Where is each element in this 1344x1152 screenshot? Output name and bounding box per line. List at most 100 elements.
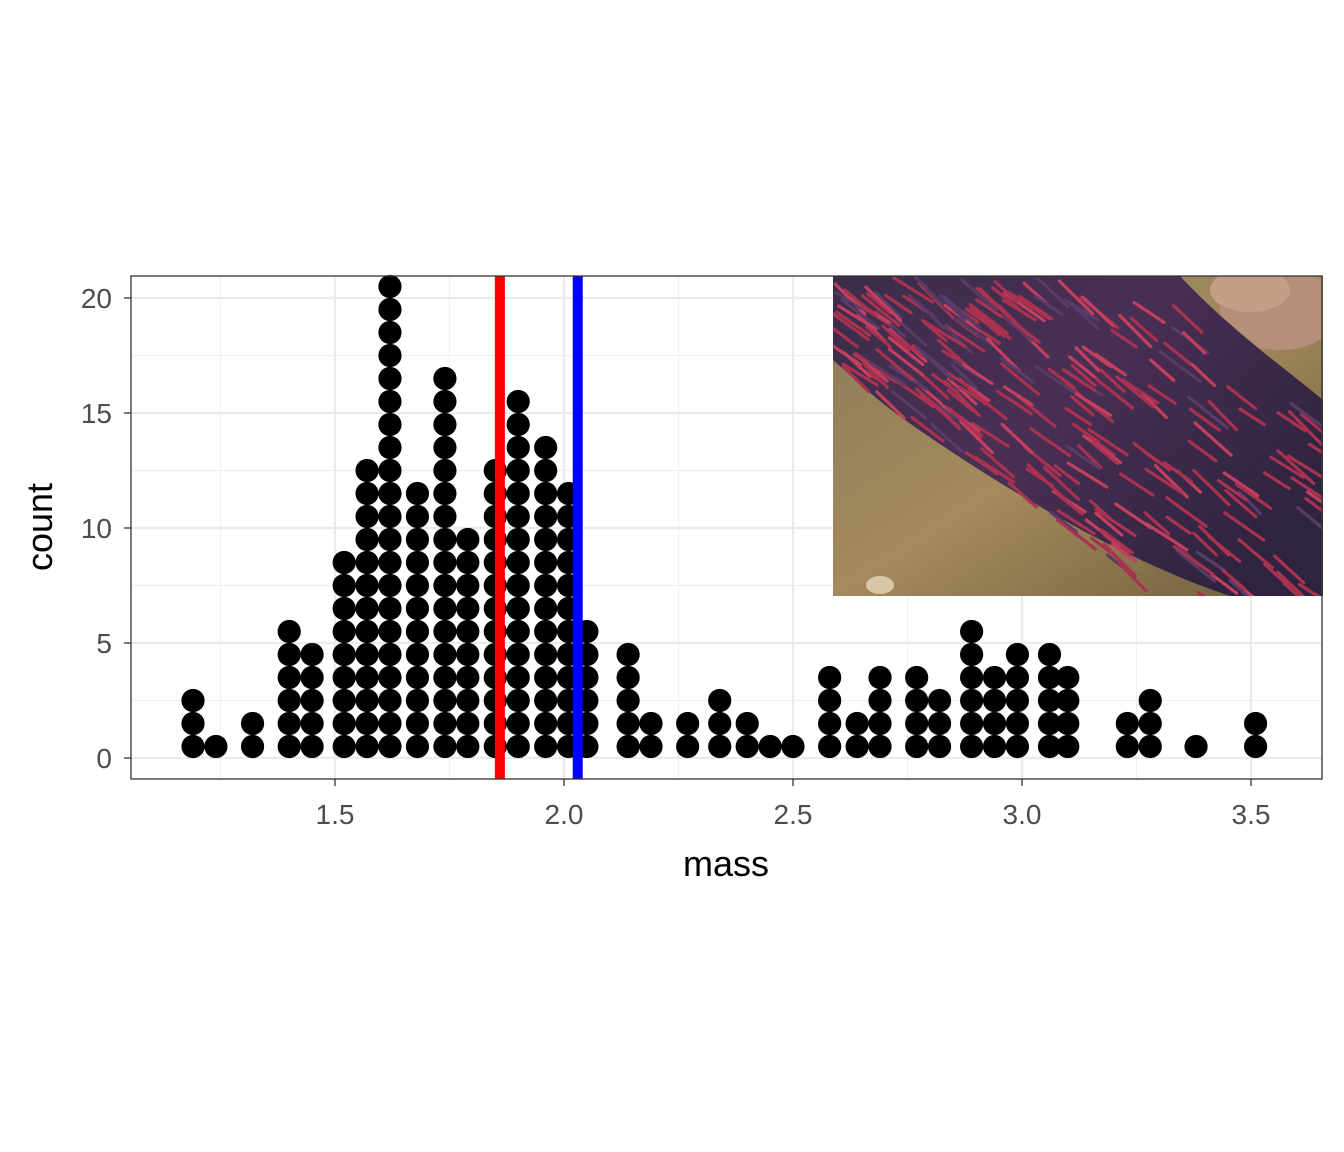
dot <box>1056 688 1080 713</box>
salmon <box>1042 465 1081 501</box>
dot <box>405 573 430 598</box>
dot <box>355 711 379 736</box>
salmon <box>1049 510 1078 534</box>
dot <box>456 527 480 552</box>
salmon <box>859 357 889 383</box>
dot <box>433 573 457 598</box>
salmon <box>1091 441 1120 466</box>
dot <box>378 435 402 460</box>
dot <box>506 504 530 529</box>
dot <box>927 688 952 713</box>
dot <box>1056 734 1080 759</box>
salmon <box>1118 472 1155 497</box>
dot <box>1115 711 1139 736</box>
y-tick-label: 20 <box>81 283 112 314</box>
salmon <box>861 294 901 327</box>
dot <box>332 573 356 598</box>
salmon <box>935 404 965 425</box>
dot <box>181 711 205 736</box>
dot <box>405 642 430 667</box>
salmon <box>1132 441 1159 463</box>
salmon <box>1110 542 1137 563</box>
dot <box>1005 642 1030 667</box>
dot <box>868 688 892 713</box>
salmon <box>1094 511 1124 537</box>
salmon <box>959 419 994 455</box>
dot <box>405 596 430 621</box>
dot <box>456 596 480 621</box>
dot <box>708 688 732 713</box>
salmon <box>833 327 859 349</box>
dot <box>676 711 700 736</box>
salmon <box>1000 362 1040 396</box>
salmon <box>1269 455 1306 479</box>
dot <box>982 711 1007 736</box>
dot <box>378 297 402 322</box>
dot <box>534 734 558 759</box>
reference-lines <box>494 276 583 779</box>
salmon <box>1066 461 1109 489</box>
dot <box>277 734 301 759</box>
salmon <box>1143 511 1171 536</box>
salmon <box>867 359 907 387</box>
salmon <box>1304 496 1323 514</box>
dot <box>1005 665 1030 690</box>
salmon <box>1297 582 1321 596</box>
dot <box>456 573 480 598</box>
dot <box>405 619 430 644</box>
salmon <box>947 406 983 439</box>
dot <box>868 734 892 759</box>
salmon <box>1002 385 1034 407</box>
x-tick-labels: 1.5 2.0 2.5 3.0 3.5 <box>316 799 1271 830</box>
dot <box>433 734 457 759</box>
salmon <box>1195 550 1226 572</box>
dot <box>616 642 640 667</box>
salmon <box>944 324 986 353</box>
salmon <box>1289 401 1323 427</box>
salmon <box>1000 422 1034 454</box>
salmon <box>999 357 1036 385</box>
dot <box>277 665 301 690</box>
salmon <box>884 293 913 315</box>
dot <box>378 734 402 759</box>
salmon <box>1171 304 1204 334</box>
dot <box>332 711 356 736</box>
x-axis-title: mass <box>683 843 769 884</box>
salmon <box>1110 328 1138 349</box>
dot <box>433 412 457 437</box>
dot <box>378 412 402 437</box>
salmon <box>1061 368 1097 392</box>
dot <box>204 734 228 759</box>
axis-ticks <box>124 297 1252 786</box>
salmon <box>1002 316 1034 342</box>
salmon <box>840 297 881 331</box>
salmon <box>833 312 871 342</box>
y-tick-labels: 0 5 10 15 20 <box>81 283 112 774</box>
salmon <box>968 303 1010 336</box>
salmon <box>1276 411 1307 433</box>
salmon <box>986 337 1022 374</box>
salmon <box>1262 471 1291 491</box>
salmon <box>1192 531 1218 557</box>
salmon <box>1144 467 1184 495</box>
dot <box>639 711 663 736</box>
dot <box>433 527 457 552</box>
dot <box>378 274 402 299</box>
salmon <box>1033 294 1064 316</box>
salmon <box>1282 581 1301 596</box>
dot <box>506 596 530 621</box>
salmon <box>1263 562 1290 587</box>
dot <box>845 734 869 759</box>
salmon <box>980 447 1016 479</box>
dot <box>405 527 430 552</box>
salmon <box>1081 295 1115 328</box>
salmon <box>931 372 960 395</box>
dot <box>735 711 759 736</box>
dot <box>506 688 530 713</box>
dot <box>506 665 530 690</box>
dot <box>433 481 457 506</box>
dot <box>781 734 805 759</box>
dot <box>534 504 558 529</box>
salmon <box>875 390 906 420</box>
dot <box>676 734 700 759</box>
